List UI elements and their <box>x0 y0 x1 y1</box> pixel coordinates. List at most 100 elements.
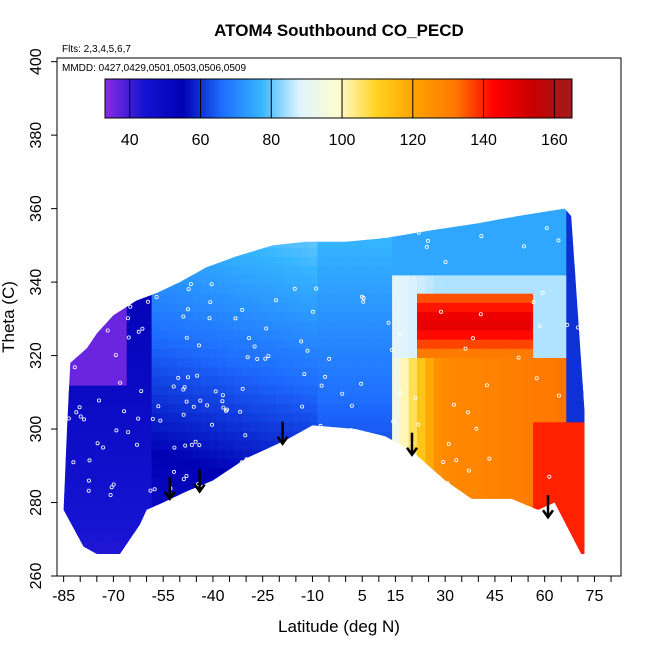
sample-point <box>78 414 83 419</box>
heatmap-cell <box>400 550 410 554</box>
heatmap-cell <box>541 440 551 450</box>
heatmap-cell <box>234 476 244 487</box>
heatmap-cell <box>209 357 219 368</box>
heatmap-cell <box>558 219 567 230</box>
heatmap-cell <box>217 265 227 276</box>
heatmap-cell <box>591 449 600 459</box>
sample-point <box>349 445 354 450</box>
heatmap-cell <box>85 495 95 505</box>
sample-point <box>556 393 561 398</box>
heatmap-cell <box>317 522 327 533</box>
heatmap-cell <box>466 486 476 496</box>
heatmap-cell <box>309 394 318 404</box>
heatmap-cell <box>375 421 385 432</box>
heatmap-cell <box>68 486 78 496</box>
heatmap-cell <box>210 192 219 202</box>
heatmap-cell <box>442 192 451 202</box>
heatmap-cell <box>234 366 244 377</box>
heatmap-cell <box>209 440 219 450</box>
heatmap-cell <box>400 476 410 487</box>
heatmap-cell <box>558 208 567 212</box>
heatmap-cell <box>251 293 260 303</box>
heatmap-cell <box>143 311 153 322</box>
heatmap-cell <box>267 458 277 469</box>
heatmap-cell <box>466 522 476 533</box>
heatmap-cell <box>392 421 401 432</box>
sample-point <box>522 244 527 249</box>
heatmap-cell <box>549 265 559 276</box>
sample-point <box>210 422 215 427</box>
heatmap-cell <box>375 228 385 239</box>
heatmap-cell <box>375 329 385 340</box>
heatmap-cell <box>201 495 211 505</box>
heatmap-cell <box>375 531 385 542</box>
heatmap-cell <box>441 348 451 358</box>
heatmap-cell <box>582 247 585 257</box>
heatmap-cell <box>63 238 70 248</box>
heatmap-cell <box>417 550 426 554</box>
heatmap-cell <box>499 541 509 551</box>
heatmap-cell <box>508 283 518 294</box>
heatmap-cell <box>325 440 335 450</box>
heatmap-cell <box>358 504 368 515</box>
y-tick-label: 300 <box>28 416 45 443</box>
heatmap-cell <box>93 329 103 340</box>
heatmap-cell <box>483 274 493 285</box>
heatmap-cell <box>101 293 111 303</box>
heatmap-cell <box>574 375 584 386</box>
heatmap-cell <box>375 375 385 386</box>
heatmap-cell <box>85 560 94 570</box>
heatmap-cell <box>76 274 86 285</box>
heatmap-cell <box>566 274 576 285</box>
heatmap-cell <box>392 265 401 276</box>
heatmap-cell <box>425 293 435 303</box>
heatmap-cell <box>209 302 219 313</box>
heatmap-cell <box>499 495 509 505</box>
heatmap-cell <box>184 412 194 423</box>
heatmap-cell <box>317 283 327 294</box>
sample-point <box>565 322 570 327</box>
heatmap-cell <box>325 265 335 276</box>
heatmap-cell <box>400 339 410 349</box>
heatmap-cell <box>400 522 410 533</box>
heatmap-cell <box>300 449 310 460</box>
heatmap-cell <box>541 375 551 386</box>
heatmap-cell <box>491 412 501 423</box>
heatmap-cell <box>209 550 219 554</box>
heatmap-cell <box>184 550 194 554</box>
heatmap-cell <box>417 522 426 533</box>
heatmap-cell <box>574 228 584 239</box>
heatmap-cell <box>475 541 484 551</box>
heatmap-cell <box>209 467 219 478</box>
heatmap-cell <box>508 293 518 303</box>
heatmap-cell <box>458 522 468 533</box>
heatmap-cell <box>135 385 144 395</box>
heatmap-cell <box>68 458 78 469</box>
heatmap-cell <box>168 531 177 542</box>
heatmap-cell <box>259 430 269 441</box>
heatmap-cell <box>267 302 277 313</box>
heatmap-cell <box>524 247 534 257</box>
heatmap-cell <box>367 531 377 542</box>
heatmap-cell <box>284 495 294 505</box>
heatmap-cell <box>226 476 236 487</box>
heatmap-cell <box>284 541 294 551</box>
heatmap-cell <box>566 440 576 450</box>
heatmap-cell <box>516 486 526 496</box>
heatmap-cell <box>566 560 575 570</box>
heatmap-cell <box>466 541 476 551</box>
heatmap-cell <box>317 385 327 395</box>
sample-point <box>85 305 90 310</box>
heatmap-cell <box>184 208 194 212</box>
heatmap-cell <box>367 403 377 414</box>
heatmap-cell <box>85 366 95 377</box>
heatmap-cell <box>491 476 501 487</box>
x-tick-label: -85 <box>52 588 75 605</box>
x-tick-label: 45 <box>486 588 504 605</box>
heatmap-cell <box>383 247 393 257</box>
heatmap-cell <box>85 550 95 554</box>
heatmap-cell <box>226 293 236 303</box>
heatmap-cell <box>176 449 186 460</box>
heatmap-cell <box>292 385 302 395</box>
heatmap-cell <box>375 219 385 230</box>
